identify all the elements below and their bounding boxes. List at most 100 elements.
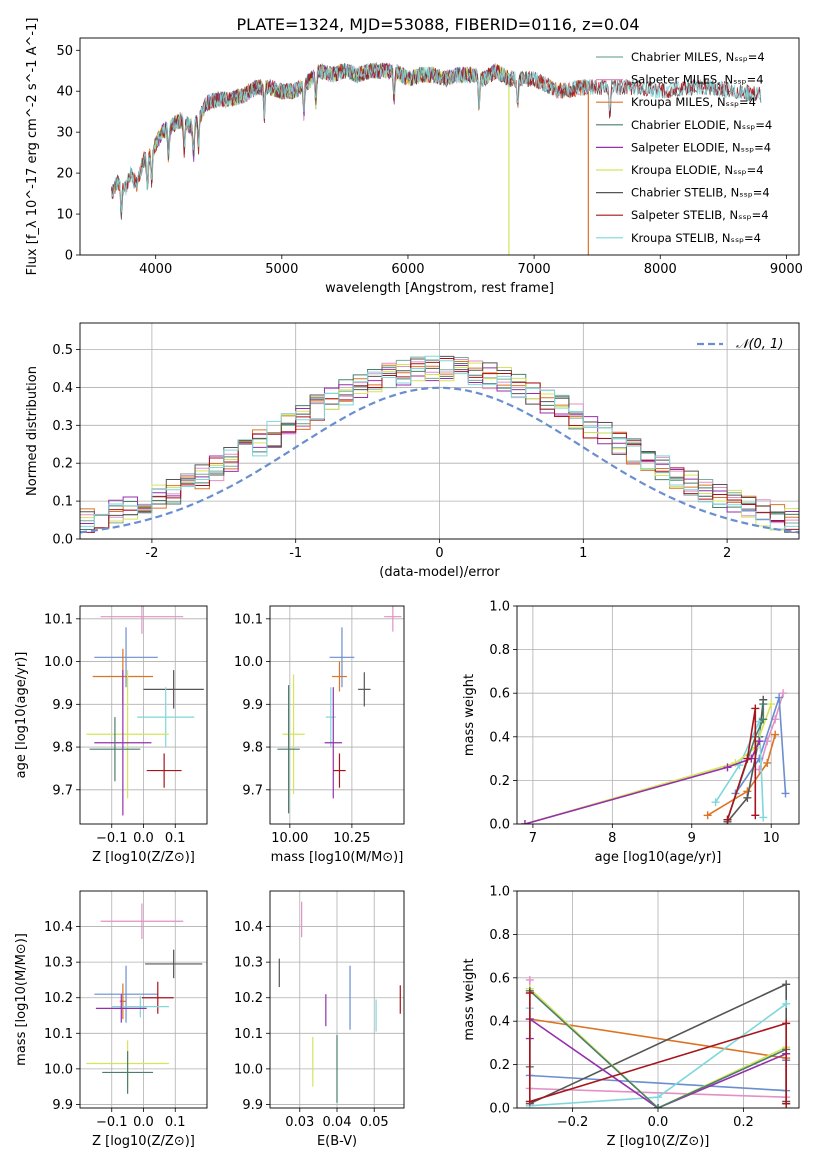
- axes: −0.1 0.0 0.1 9.7 9.8 9.9 10.0 10.1 Z [log10(Z/Z⊙…: [14, 605, 208, 865]
- plot-area: [277, 606, 402, 814]
- x-axis-label: Z [log10(Z/Z⊙)]: [92, 850, 195, 865]
- mass-weight-point-marker: [743, 754, 752, 763]
- mass-weight-point-marker: [759, 715, 768, 724]
- mass-weight-point-marker: [782, 980, 791, 989]
- y-tick-label: 9.7: [242, 783, 263, 798]
- axes-frame: [516, 890, 800, 1109]
- axes: -2 -1 0 1 2 0.0 0.1 0.2 0.3 0.4 0.5 (data-model)/er…: [25, 322, 800, 580]
- y-tick-label: 0.0: [489, 1102, 510, 1117]
- x-tick-label: 7000: [518, 262, 551, 277]
- x-axis-label: Z [log10(Z/Z⊙)]: [92, 1134, 195, 1149]
- mass-weight-point-marker: [782, 999, 791, 1008]
- mass-weight-vs-metallicity-panel: −0.2 0.0 0.2 0.0 0.2 0.4 0.6 0.8 1.0 Z [log10(Z/Z…: [462, 885, 800, 1149]
- y-axis-label: Flux [f_λ 10^-17 erg cm^-2 s^-1 A^-1]: [25, 18, 40, 276]
- y-tick-label: 9.9: [52, 1098, 73, 1113]
- y-tick-label: 9.9: [52, 698, 73, 713]
- plot-area: [80, 355, 799, 539]
- x-tick-label: 0.0: [133, 831, 154, 846]
- mass-weight-point-marker: [759, 813, 768, 822]
- mass-weight-point-marker: [520, 820, 529, 824]
- mass-weight-point-marker: [703, 811, 712, 820]
- y-tick-label: 0.1: [52, 495, 73, 510]
- axes-frame: [79, 37, 800, 256]
- x-tick-label: 0.2: [733, 1115, 754, 1130]
- axes-frame: [516, 605, 800, 825]
- plot-area: [520, 689, 790, 824]
- legend-label: Salpeter MILES, Nₛₛₚ=4: [631, 73, 764, 87]
- mass-weight-point-marker: [743, 793, 752, 802]
- grid: [80, 891, 207, 1108]
- y-tick-label: 10.2: [234, 991, 263, 1006]
- legend-label: Chabrier STELIB, Nₛₛₚ=4: [631, 186, 770, 200]
- y-tick-label: 10.0: [234, 655, 263, 670]
- y-tick-label: 10.4: [44, 920, 73, 935]
- x-tick-label: 9: [688, 831, 696, 846]
- legend-label: Salpeter STELIB, Nₛₛₚ=4: [631, 208, 769, 222]
- y-tick-label: 0.5: [52, 343, 73, 358]
- y-tick-label: 9.9: [242, 1098, 263, 1113]
- x-tick-label: 10.25: [333, 831, 370, 846]
- mass-weight-series-line: [529, 993, 787, 1104]
- x-axis-label: E(B-V): [317, 1134, 357, 1149]
- figure-title: PLATE=1324, MJD=53088, FIBERID=0116, z=0…: [236, 15, 639, 34]
- x-tick-label: −0.2: [557, 1115, 589, 1130]
- legend-label: Salpeter ELODIE, Nₛₛₚ=4: [631, 140, 771, 154]
- legend-label: Chabrier MILES, Nₛₛₚ=4: [631, 50, 765, 64]
- plot-area: [86, 903, 203, 1094]
- mass-weight-series-line: [726, 699, 765, 823]
- x-tick-label: 10: [763, 831, 780, 846]
- x-tick-label: −0.1: [96, 831, 128, 846]
- x-tick-label: 6000: [391, 262, 424, 277]
- mass-vs-metallicity-panel: −0.1 0.0 0.1 9.9 10.0 10.1 10.2 10.3 10.4 Z [log1…: [14, 890, 208, 1149]
- x-tick-label: -1: [289, 546, 302, 561]
- histogram-series: [80, 355, 799, 539]
- mass-weight-point-marker: [767, 700, 776, 709]
- y-axis-label: age [log10(age/yr)]: [14, 652, 29, 779]
- x-tick-label: 9000: [770, 262, 803, 277]
- grid: [270, 606, 404, 824]
- mass-weight-series-line: [524, 703, 772, 824]
- mass-weight-point-marker: [525, 988, 534, 997]
- y-tick-label: 20: [56, 167, 73, 182]
- y-tick-label: 0.2: [489, 774, 510, 789]
- x-tick-label: 0.1: [165, 1115, 186, 1130]
- legend-label: Kroupa ELODIE, Nₛₛₚ=4: [631, 163, 764, 177]
- mass-weight-point-marker: [525, 1097, 534, 1106]
- spectrum-series-line: [111, 62, 762, 213]
- axes: 10.00 10.25 9.7 9.8 9.9 10.0 10.1 mass [log10(M…: [234, 605, 405, 865]
- y-tick-label: 0: [65, 249, 73, 264]
- y-tick-label: 30: [56, 126, 73, 141]
- y-tick-label: 0.2: [52, 457, 73, 472]
- axes: 7 8 9 10 0.0 0.2 0.4 0.6 0.8 1.0 age [log10(age/yr…: [462, 600, 800, 865]
- y-tick-label: 9.8: [242, 741, 263, 756]
- x-tick-label: 0.03: [285, 1115, 314, 1130]
- x-tick-label: 5000: [265, 262, 298, 277]
- y-tick-label: 50: [56, 44, 73, 59]
- histogram-series: [80, 355, 799, 539]
- axes: 0.03 0.04 0.05 9.9 10.0 10.1 10.2 10.3 10.4 E(B-V…: [234, 890, 405, 1149]
- axes-frame: [79, 605, 208, 825]
- y-tick-label: 10.1: [44, 1027, 73, 1042]
- y-tick-label: 10.2: [44, 991, 73, 1006]
- legend-label: Kroupa STELIB, Nₛₛₚ=4: [631, 231, 761, 245]
- y-tick-label: 1.0: [489, 885, 510, 900]
- legend: Chabrier MILES, Nₛₛₚ=4 Salpeter MILES, Nₛ…: [596, 50, 772, 245]
- mass-weight-point-marker: [723, 815, 732, 824]
- y-tick-label: 40: [56, 85, 73, 100]
- y-tick-label: 10.0: [44, 655, 73, 670]
- y-tick-label: 0.0: [489, 818, 510, 833]
- x-tick-label: −0.1: [96, 1115, 128, 1130]
- axes-frame: [269, 890, 405, 1109]
- x-tick-label: 0.04: [323, 1115, 352, 1130]
- x-tick-label: 0.05: [360, 1115, 389, 1130]
- mass-weight-point-marker: [759, 700, 768, 709]
- mass-weight-point-marker: [755, 754, 764, 763]
- mass-weight-point-marker: [781, 789, 790, 798]
- grid: [517, 890, 799, 1109]
- mass-weight-point-marker: [654, 1104, 662, 1108]
- x-axis-label: wavelength [Angstrom, rest frame]: [325, 281, 554, 296]
- axes: −0.1 0.0 0.1 9.9 10.0 10.1 10.2 10.3 10.4 Z [log1…: [14, 890, 208, 1149]
- x-tick-label: 8000: [644, 262, 677, 277]
- legend-label: Chabrier ELODIE, Nₛₛₚ=4: [631, 118, 772, 132]
